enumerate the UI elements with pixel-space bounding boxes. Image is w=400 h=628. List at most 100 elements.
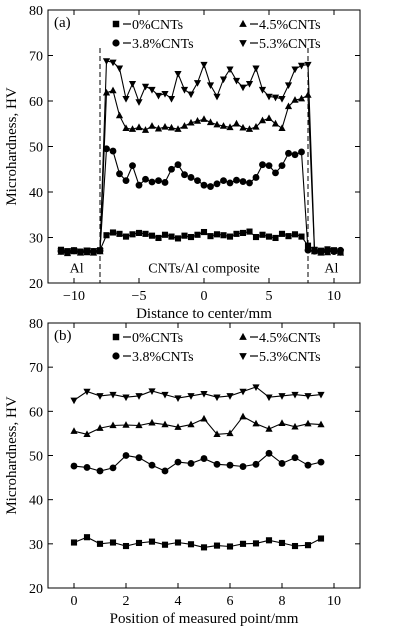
data-point — [154, 92, 163, 100]
data-point — [252, 384, 260, 392]
data-point — [194, 177, 201, 185]
data-point — [187, 420, 195, 428]
data-point — [278, 230, 286, 237]
y-tick-label: 30 — [29, 538, 43, 553]
data-point — [129, 231, 136, 238]
data-point — [272, 169, 279, 177]
data-point — [187, 118, 195, 126]
data-point — [135, 539, 143, 547]
legend-marker — [112, 39, 120, 47]
data-point — [265, 114, 273, 121]
data-point — [167, 96, 176, 103]
data-point — [258, 86, 267, 94]
x-tick-label: 0 — [71, 594, 78, 609]
data-point — [83, 534, 91, 541]
data-point — [116, 170, 123, 178]
data-point — [317, 248, 325, 256]
data-point — [187, 91, 195, 99]
data-point — [213, 93, 221, 101]
data-point — [285, 149, 292, 157]
data-point — [298, 148, 305, 156]
data-point — [226, 179, 234, 187]
data-point — [103, 145, 110, 153]
data-point — [187, 233, 195, 241]
data-point — [135, 421, 143, 429]
x-tick-label: 6 — [227, 594, 234, 609]
data-point — [109, 464, 117, 472]
data-point — [109, 421, 117, 429]
data-point — [57, 248, 65, 256]
data-point — [96, 247, 104, 255]
data-point — [83, 464, 91, 471]
legend-marker — [239, 40, 247, 48]
series-square — [70, 534, 325, 551]
data-point — [291, 454, 299, 462]
y-tick-label: 60 — [29, 405, 43, 420]
data-point — [252, 174, 260, 181]
data-point — [141, 83, 150, 91]
data-point — [129, 162, 136, 170]
chart-panel-0: 20 30 40 50 60 70 80 −10 −5 0 5 10 Distance to cente… — [4, 4, 361, 322]
data-point — [115, 111, 124, 119]
data-point — [89, 248, 98, 256]
x-tick-label: 0 — [201, 289, 208, 304]
data-point — [161, 179, 169, 186]
data-point — [109, 147, 117, 155]
data-point — [226, 543, 234, 550]
data-point — [317, 391, 325, 399]
data-point — [265, 425, 273, 432]
data-point — [291, 66, 299, 74]
legend-marker — [112, 352, 120, 360]
data-point — [226, 123, 234, 131]
region-annotation: Al — [70, 262, 84, 277]
data-point — [291, 542, 299, 550]
data-point — [291, 151, 299, 159]
data-point — [233, 230, 240, 237]
data-point — [213, 460, 221, 468]
data-point — [246, 228, 253, 235]
data-point — [304, 246, 312, 254]
x-tick-label: 4 — [175, 594, 182, 609]
data-point — [193, 117, 202, 124]
data-point — [278, 96, 286, 103]
data-point — [259, 161, 266, 169]
data-point — [304, 461, 312, 469]
y-tick-label: 40 — [29, 494, 43, 509]
data-point — [168, 233, 175, 240]
data-point — [213, 542, 221, 549]
data-point — [200, 544, 208, 551]
data-point — [265, 394, 273, 402]
data-point — [246, 179, 253, 187]
y-tick-label: 30 — [29, 232, 43, 247]
x-tick-label: 2 — [123, 594, 130, 609]
legend-marker — [239, 19, 247, 27]
data-point — [135, 181, 143, 189]
data-point — [219, 76, 228, 84]
data-point — [83, 247, 91, 255]
data-point — [96, 393, 104, 400]
data-point — [122, 96, 130, 103]
data-point — [102, 58, 111, 65]
data-point — [148, 388, 156, 395]
data-point — [174, 539, 182, 546]
data-point — [207, 233, 214, 240]
y-tick-label: 60 — [29, 95, 43, 110]
legend-marker — [239, 332, 247, 340]
data-point — [142, 175, 149, 183]
series-circle — [70, 449, 325, 475]
data-point — [239, 412, 247, 420]
data-point — [161, 122, 169, 130]
data-point — [330, 247, 338, 255]
data-point — [265, 537, 273, 544]
x-tick-label: 5 — [266, 289, 273, 304]
data-point — [213, 180, 221, 188]
data-point — [148, 538, 156, 545]
legend-label: 5.3%CNTs — [259, 37, 321, 52]
y-tick-label: 40 — [29, 186, 43, 201]
data-point — [304, 91, 312, 98]
data-point — [297, 62, 306, 70]
data-point — [272, 234, 279, 242]
data-point — [122, 421, 130, 428]
data-point — [271, 119, 280, 127]
